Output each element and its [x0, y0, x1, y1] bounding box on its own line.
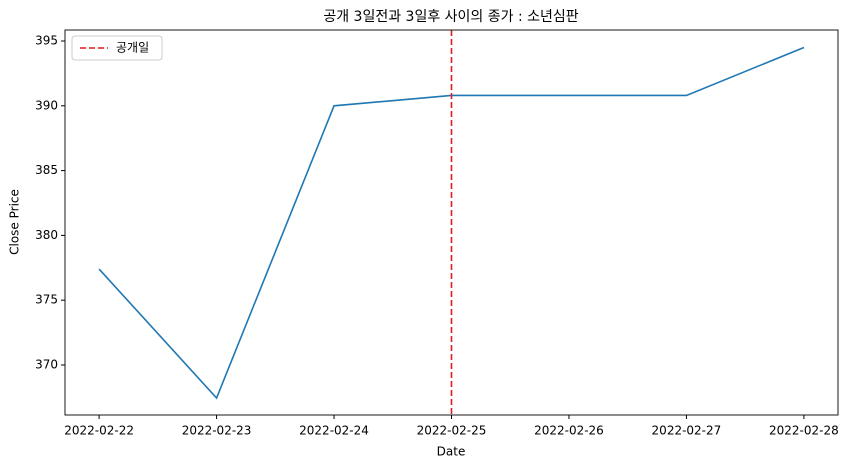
chart-title: 공개 3일전과 3일후 사이의 종가 : 소년심판	[323, 9, 578, 25]
legend-box	[71, 35, 163, 61]
y-tick-label: 390	[35, 98, 58, 112]
x-tick-label: 2022-02-25	[417, 424, 487, 438]
y-tick-label: 370	[35, 357, 58, 371]
y-tick-label: 375	[35, 293, 58, 307]
plot-frame	[64, 29, 839, 416]
y-tick-label: 385	[35, 163, 58, 177]
x-tick-label: 2022-02-26	[534, 424, 604, 438]
y-tick-label: 395	[35, 34, 58, 48]
x-tick-label: 2022-02-27	[652, 424, 722, 438]
x-tick-label: 2022-02-24	[299, 424, 369, 438]
y-tick-label: 380	[35, 228, 58, 242]
legend-label: 공개일	[116, 41, 149, 55]
x-tick-label: 2022-02-28	[769, 424, 839, 438]
y-axis-label: Close Price	[8, 189, 22, 255]
x-tick-label: 2022-02-23	[182, 424, 252, 438]
x-tick-label: 2022-02-22	[64, 424, 134, 438]
x-axis-label: Date	[437, 445, 466, 459]
